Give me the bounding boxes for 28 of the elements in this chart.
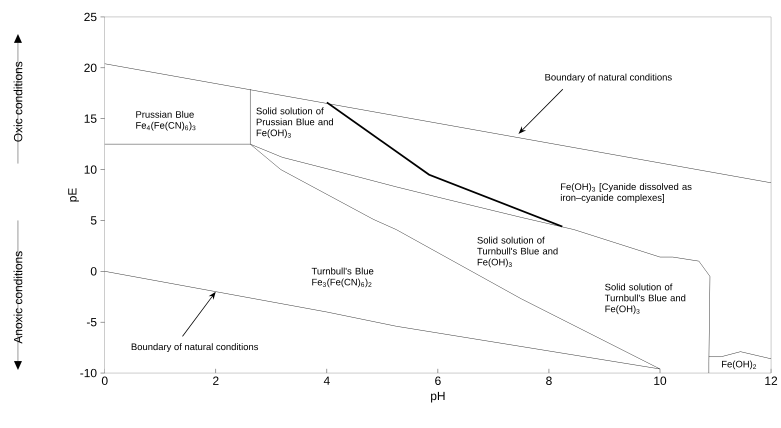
annotation: Boundary of natural conditions	[132, 343, 258, 352]
annotation: Solid solution of Turnbull's Blue and Fe(OH)$_{3}$	[477, 236, 558, 268]
x-tick-label: 0	[102, 376, 108, 386]
x-tick-label: 10	[654, 376, 666, 386]
annotation: Boundary of natural conditions	[545, 74, 672, 82]
y-tick-label: -5	[86, 318, 96, 326]
text: Anoxic conditions	[14, 251, 22, 344]
annotation: Solid solution of Prussian Blue and Fe(OH)$_{3}$	[256, 107, 334, 138]
x-tick-label: 8	[546, 376, 552, 386]
annotation: Fe(OH)$_{3}$ [Cyanide dissolved as iron–cyanide complexes]	[560, 183, 692, 203]
x-tick-label: 2	[213, 376, 219, 385]
x-axis-title: pH	[431, 392, 445, 403]
y-tick-label: 10	[84, 165, 97, 174]
annotation: Turnbull's Blue Fe$_{3}$(Fe(CN)$_{6}$)$_{2}$	[312, 268, 374, 288]
y-tick-label: 5	[90, 216, 96, 225]
annotation: Solid solution of Turnbull's Blue and Fe(OH)$_{3}$	[604, 283, 686, 314]
y-tick-label: 0	[90, 267, 97, 276]
text: Oxic conditions	[14, 62, 22, 142]
y-tick-label: 15	[84, 114, 96, 123]
annotation: Fe(OH)$_{2}$	[722, 360, 756, 370]
x-tick-label: 6	[435, 376, 441, 386]
y-tick-label: 20	[84, 64, 97, 72]
y-axis-title: pE	[68, 188, 79, 202]
x-tick-label: 4	[324, 376, 330, 385]
annotation: Prussian Blue Fe$_{4}$(Fe(CN)$_{6}$)$_{3}$	[136, 110, 196, 131]
x-tick-label: 12	[765, 376, 778, 385]
y-tick-label: 25	[84, 12, 96, 22]
y-tick-label: -10	[80, 368, 97, 378]
